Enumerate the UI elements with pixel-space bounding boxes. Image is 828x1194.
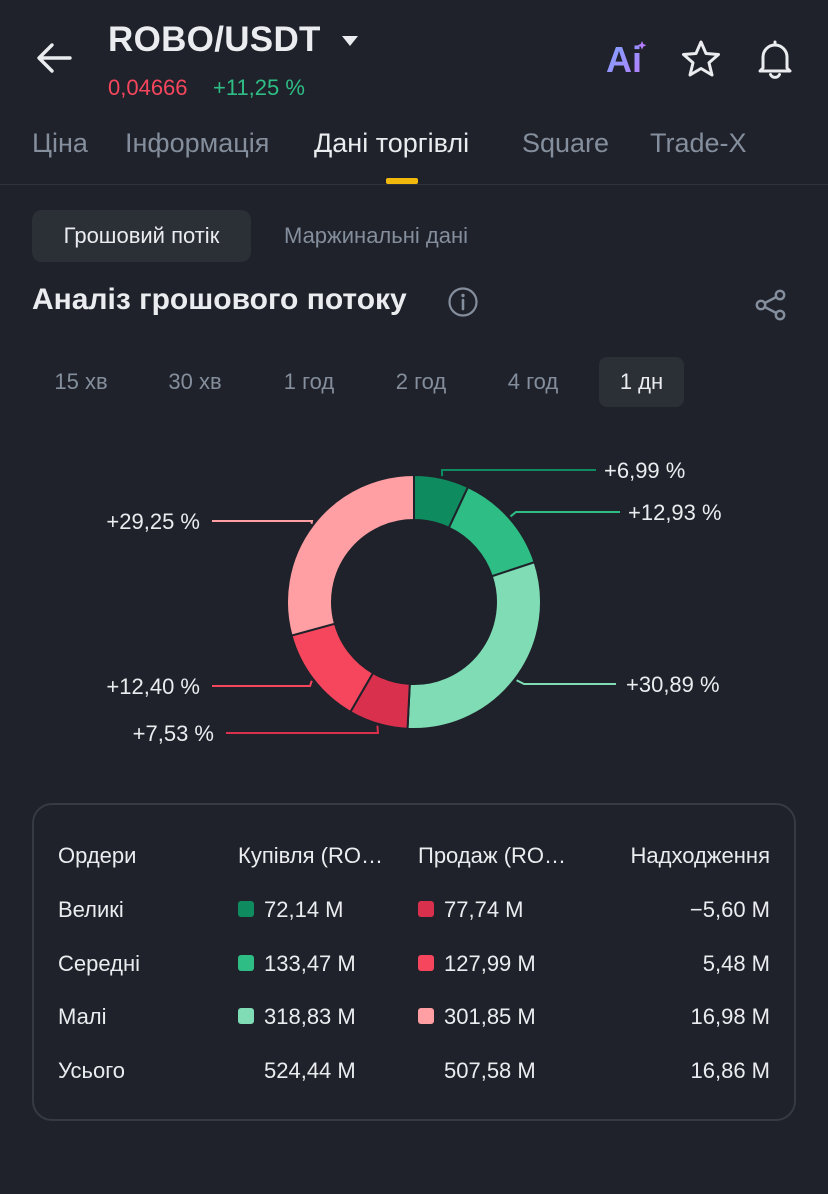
buy-total-value: 524,44 M <box>264 1058 356 1083</box>
net-large-value: −5,60 M <box>689 897 770 922</box>
slice-label: +7,53 % <box>133 721 214 746</box>
donut-slice <box>286 473 415 637</box>
buy-small-swatch <box>238 1008 254 1024</box>
interval-2h[interactable]: 2 год <box>395 369 447 394</box>
tab-price[interactable]: Ціна <box>32 128 88 158</box>
buy-large-swatch <box>238 901 254 917</box>
interval-1d[interactable]: 1 дн <box>599 357 684 407</box>
share-icon[interactable] <box>754 288 788 322</box>
leader-line <box>212 520 314 524</box>
leader-line <box>212 680 313 687</box>
last-price: 0,04666 <box>108 75 188 100</box>
buy-medium-swatch <box>238 955 254 971</box>
row-label-medium: Середні <box>58 951 140 976</box>
tab-info[interactable]: Інформація <box>125 128 270 158</box>
buy-large-value: 72,14 M <box>264 897 344 922</box>
row-label-small: Малі <box>58 1004 107 1029</box>
donut-slice <box>406 560 542 730</box>
active-tab-indicator <box>386 178 418 184</box>
subtab-cash-flow[interactable]: Грошовий потік <box>32 210 251 262</box>
donut-slice <box>447 485 536 578</box>
sell-medium-value: 127,99 M <box>444 951 536 976</box>
leader-line <box>440 469 596 477</box>
ai-label: Ai <box>606 39 642 78</box>
net-small-value: 16,98 M <box>690 1004 771 1029</box>
sell-medium-swatch <box>418 955 434 971</box>
interval-15m[interactable]: 15 хв <box>54 369 108 394</box>
favorite-star-icon[interactable] <box>680 38 722 80</box>
buy-small-value: 318,83 M <box>264 1004 356 1029</box>
sell-large-value: 77,74 M <box>444 897 524 922</box>
sell-small-swatch <box>418 1008 434 1024</box>
row-label-total: Усього <box>58 1058 125 1083</box>
net-medium-value: 5,48 M <box>702 951 770 976</box>
slice-label: +30,89 % <box>626 672 720 697</box>
pair-title[interactable]: ROBO/USDT <box>108 20 321 59</box>
row-label-large: Великі <box>58 897 124 922</box>
buy-medium-value: 133,47 M <box>264 951 356 976</box>
interval-30m[interactable]: 30 хв <box>168 369 222 394</box>
back-arrow-icon[interactable] <box>34 40 74 76</box>
col-header-sell: Продаж (RO… <box>418 843 567 868</box>
col-header-net-inflow: Надходження <box>630 843 770 868</box>
leader-line <box>509 511 620 518</box>
orders-table-card <box>32 803 796 1121</box>
slice-label: +12,40 % <box>106 674 200 699</box>
ai-icon[interactable]: Ai <box>604 38 650 78</box>
cash-flow-donut-chart: +6,99 % +12,93 % +30,89 % +7,53 % +12,40 % +2… <box>106 458 722 746</box>
tab-square[interactable]: Square <box>522 128 610 158</box>
slice-label: +6,99 % <box>604 458 685 483</box>
interval-1h[interactable]: 1 год <box>283 369 335 394</box>
col-header-orders: Ордери <box>58 843 137 868</box>
bell-icon[interactable] <box>754 38 796 80</box>
sell-total-value: 507,58 M <box>444 1058 536 1083</box>
sell-small-value: 301,85 M <box>444 1004 536 1029</box>
tab-trading-data[interactable]: Дані торгівлі <box>314 128 470 158</box>
interval-4h[interactable]: 4 год <box>507 369 559 394</box>
leader-line <box>516 679 616 685</box>
leader-line <box>226 725 380 734</box>
section-title: Аналіз грошового потоку <box>32 283 407 316</box>
info-icon[interactable] <box>447 286 479 318</box>
caret-down-icon[interactable] <box>340 34 360 48</box>
tab-trade-x[interactable]: Trade-X <box>650 128 747 158</box>
tabs-divider <box>0 184 828 185</box>
subtab-margin-data[interactable]: Маржинальні дані <box>284 223 468 248</box>
price-change: +11,25 % <box>213 75 305 100</box>
net-total-value: 16,86 M <box>690 1058 771 1083</box>
sell-large-swatch <box>418 901 434 917</box>
slice-label: +29,25 % <box>106 509 200 534</box>
slice-label: +12,93 % <box>628 500 722 525</box>
col-header-buy: Купівля (RO… <box>238 843 383 868</box>
